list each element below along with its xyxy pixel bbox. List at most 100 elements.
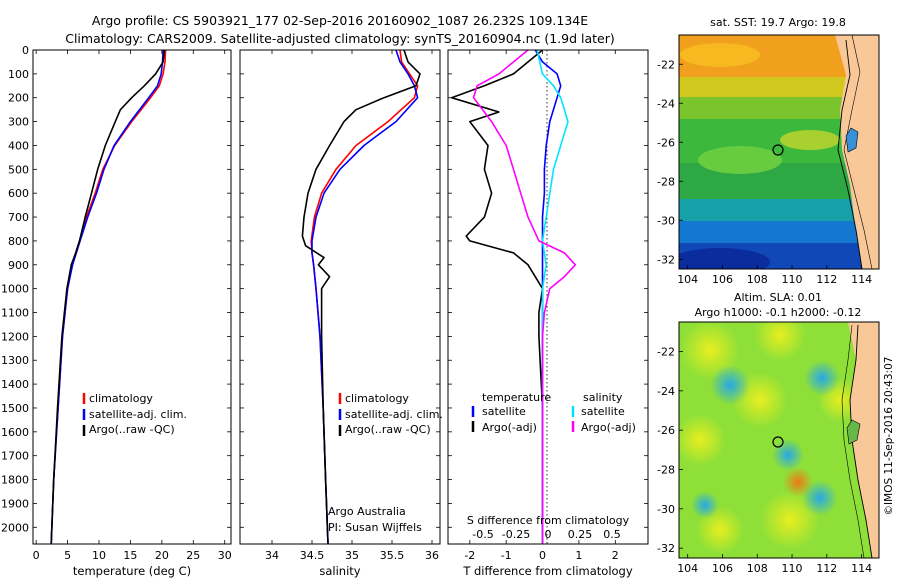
lat-tick-label: -26 [657, 136, 675, 149]
sla-argo-marker [772, 436, 784, 448]
legend-label-satellite: satellite-adj. clim. [345, 408, 443, 421]
legend-label-t-satellite: satellite [482, 405, 526, 418]
s-tick-label-2: 0 [545, 528, 552, 541]
legend-label-argo: Argo(..raw -QC) [89, 423, 175, 436]
lon-tick-label: 112 [816, 562, 837, 575]
x-tick-label: 2 [612, 549, 619, 562]
s-tick-label-0: -0.5 [472, 528, 493, 541]
imos-timestamp: ©IMOS 11-Sep-2016 20:43:07 [883, 357, 895, 516]
depth-tick-label: 900 [8, 259, 29, 272]
x-tick-label: 35 [345, 549, 359, 562]
depth-tick-label: 700 [8, 211, 29, 224]
lon-tick-label: 110 [782, 273, 803, 286]
sst-map-panel: sat. SST: 19.7 Argo: 19.8 104 106 108 110 11… [657, 16, 880, 286]
legend-label-t-argo: Argo(-adj) [482, 421, 537, 434]
difference-panel: -2 -1 0 1 2 temperature satellite Argo(-adj)… [447, 49, 649, 578]
x-tick-label: 35.5 [380, 549, 405, 562]
depth-tick-label: 100 [8, 68, 29, 81]
salinity-xlabel: salinity [319, 564, 360, 578]
lon-tick-label: 112 [816, 273, 837, 286]
lat-tick-label: -22 [657, 346, 675, 359]
depth-tick-label: 1500 [1, 402, 29, 415]
profile-s-argo-adj [472, 49, 577, 544]
s-tick-label-3: 0.25 [568, 528, 593, 541]
difference-xlabel: T difference from climatology [462, 564, 633, 578]
legend-label-s-satellite: satellite [581, 405, 625, 418]
profile-satellite-adj-clim [311, 49, 419, 545]
temperature-legend: climatology satellite-adj. clim. Argo(..… [82, 392, 187, 436]
difference-axes-frame [447, 49, 649, 545]
s-tick-label-4: 0.5 [603, 528, 621, 541]
profile-climatology [310, 49, 419, 545]
difference-profiles [450, 49, 577, 544]
salinity-depth-ticks: 34 34.5 35 35.5 36 [240, 49, 440, 562]
x-tick-label: -1 [501, 549, 512, 562]
legend-title-salinity: salinity [583, 391, 623, 404]
sst-argo-marker [772, 144, 784, 156]
depth-tick-label: 1900 [1, 497, 29, 510]
depth-tick-label: 1100 [1, 307, 29, 320]
depth-tick-label: 1300 [1, 354, 29, 367]
profile-t-argo-adj [450, 49, 544, 544]
sla-map-title-1: Altim. SLA: 0.01 [734, 291, 822, 304]
depth-tick-label: 800 [8, 235, 29, 248]
legend-label-satellite: satellite-adj. clim. [89, 408, 187, 421]
sla-map-ticks: 104 106 108 110 112 114 -22 -24 -26 -28 -30 -32 [657, 346, 872, 576]
title-line-2: Climatology: CARS2009. Satellite-adjuste… [65, 31, 615, 46]
sla-field [679, 322, 879, 558]
x-tick-label: 20 [155, 549, 169, 562]
x-tick-label: 1 [575, 549, 582, 562]
s-difference-label: S difference from climatology [467, 514, 630, 527]
temperature-panel: 0100200300400500600700800900100011001200… [1, 44, 232, 578]
depth-tick-label: 500 [8, 163, 29, 176]
lon-tick-label: 114 [851, 273, 872, 286]
temperature-axes-frame [32, 49, 232, 545]
salinity-axes-frame [239, 49, 441, 545]
sst-map-ticks: 104 106 108 110 112 114 -22 -24 -26 -28 -30 -32 [657, 58, 872, 286]
depth-tick-label: 400 [8, 139, 29, 152]
sst-field [679, 35, 879, 269]
temperature-profiles [50, 49, 167, 545]
lon-tick-label: 110 [782, 562, 803, 575]
depth-tick-label: 1000 [1, 283, 29, 296]
x-tick-label: -2 [464, 549, 475, 562]
legend-label-climatology: climatology [89, 392, 153, 405]
s-tick-label-1: -0.25 [502, 528, 530, 541]
x-tick-label: 5 [64, 549, 71, 562]
sla-map-panel: Altim. SLA: 0.01 Argo h1000: -0.1 h2000:… [657, 291, 880, 576]
sla-map-frame [678, 321, 880, 559]
salinity-profiles [301, 49, 421, 545]
depth-tick-label: 1200 [1, 330, 29, 343]
depth-tick-label: 300 [8, 116, 29, 129]
lat-tick-label: -24 [657, 385, 675, 398]
difference-legend: temperature satellite Argo(-adj) salinit… [471, 391, 636, 434]
x-tick-label: 25 [186, 549, 200, 562]
depth-tick-label: 600 [8, 187, 29, 200]
salinity-panel: 34 34.5 35 35.5 36 climatology satellite-adj… [239, 49, 443, 578]
profile-argo-raw-qc [301, 49, 421, 545]
lat-tick-label: -30 [657, 503, 675, 516]
title-line-1: Argo profile: CS 5903921_177 02-Sep-2016… [92, 13, 588, 28]
argo-australia-label: Argo Australia [328, 505, 406, 518]
lat-tick-label: -24 [657, 97, 675, 110]
profile-argo-raw-qc [50, 49, 166, 545]
x-tick-label: 34.5 [300, 549, 325, 562]
x-tick-label: 10 [92, 549, 106, 562]
x-tick-label: 15 [123, 549, 137, 562]
lon-tick-label: 106 [712, 562, 733, 575]
lat-tick-label: -28 [657, 175, 675, 188]
salinity-legend: climatology satellite-adj. clim. Argo(..… [338, 392, 443, 436]
depth-tick-label: 0 [22, 44, 29, 57]
depth-tick-label: 1800 [1, 474, 29, 487]
temperature-depth-ticks: 0100200300400500600700800900100011001200… [1, 44, 232, 562]
x-tick-label: 36 [425, 549, 439, 562]
depth-tick-label: 2000 [1, 521, 29, 534]
sst-map-title: sat. SST: 19.7 Argo: 19.8 [710, 16, 846, 29]
x-tick-label: 0 [539, 549, 546, 562]
depth-tick-label: 1600 [1, 426, 29, 439]
lat-tick-label: -26 [657, 424, 675, 437]
lon-tick-label: 114 [851, 562, 872, 575]
difference-depth-ticks: -2 -1 0 1 2 [448, 49, 648, 562]
depth-tick-label: 1400 [1, 378, 29, 391]
